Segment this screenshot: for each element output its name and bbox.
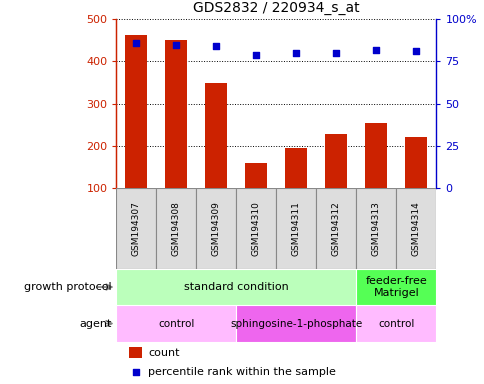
- Point: [332, 50, 340, 56]
- Bar: [276, 188, 316, 269]
- Bar: [205, 83, 227, 188]
- Bar: [356, 305, 436, 342]
- Text: GSM194309: GSM194309: [212, 201, 221, 256]
- Bar: [196, 188, 236, 269]
- Text: GSM194310: GSM194310: [251, 201, 260, 256]
- Text: GSM194313: GSM194313: [371, 201, 380, 256]
- Text: control: control: [378, 318, 414, 329]
- Bar: [116, 188, 156, 269]
- Bar: [116, 305, 236, 342]
- Bar: [245, 163, 267, 188]
- Text: standard condition: standard condition: [184, 282, 288, 292]
- Title: GDS2832 / 220934_s_at: GDS2832 / 220934_s_at: [193, 2, 359, 15]
- Text: feeder-free
Matrigel: feeder-free Matrigel: [365, 276, 426, 298]
- Text: control: control: [158, 318, 194, 329]
- Text: count: count: [148, 348, 180, 358]
- Text: GSM194312: GSM194312: [331, 201, 340, 256]
- Bar: [236, 188, 276, 269]
- Point: [132, 40, 140, 46]
- Text: agent: agent: [79, 318, 111, 329]
- Point: [212, 43, 220, 49]
- Bar: [129, 347, 142, 358]
- Point: [172, 41, 180, 48]
- Bar: [165, 40, 187, 188]
- Bar: [325, 134, 347, 188]
- Bar: [405, 137, 426, 188]
- Text: GSM194308: GSM194308: [171, 201, 181, 256]
- Bar: [125, 35, 147, 188]
- Bar: [356, 188, 395, 269]
- Point: [292, 50, 300, 56]
- Bar: [116, 269, 356, 305]
- Bar: [156, 188, 196, 269]
- Bar: [316, 188, 356, 269]
- Point: [372, 46, 379, 53]
- Point: [252, 51, 260, 58]
- Text: GSM194307: GSM194307: [132, 201, 141, 256]
- Text: sphingosine-1-phosphate: sphingosine-1-phosphate: [230, 318, 362, 329]
- Text: GSM194314: GSM194314: [411, 201, 420, 256]
- Bar: [236, 305, 356, 342]
- Bar: [285, 147, 307, 188]
- Bar: [356, 269, 436, 305]
- Text: growth protocol: growth protocol: [24, 282, 111, 292]
- Point: [412, 48, 420, 55]
- Text: GSM194311: GSM194311: [291, 201, 301, 256]
- Text: percentile rank within the sample: percentile rank within the sample: [148, 367, 335, 377]
- Point: [132, 369, 139, 375]
- Bar: [365, 123, 387, 188]
- Bar: [395, 188, 436, 269]
